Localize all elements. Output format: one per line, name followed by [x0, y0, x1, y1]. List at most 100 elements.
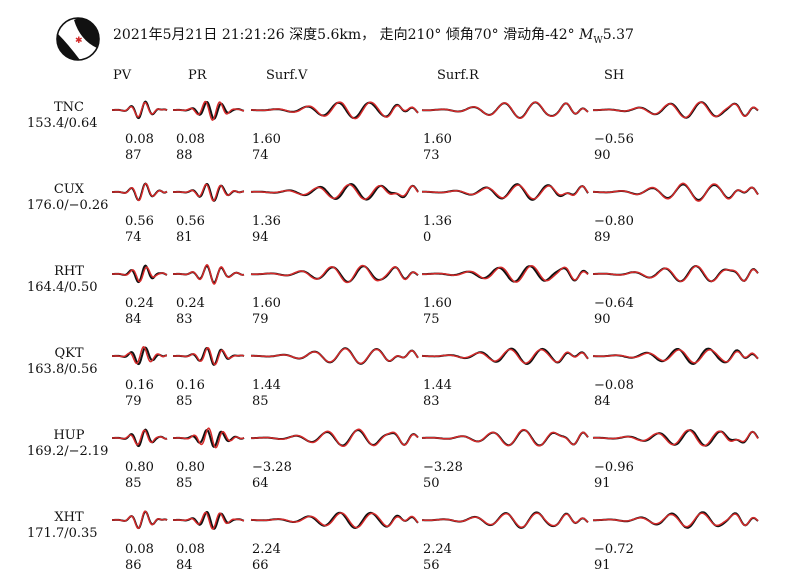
time-shift-value: −0.80	[594, 214, 634, 229]
time-shift-value: 0.24	[176, 296, 205, 311]
synthetic-waveform-trace	[251, 264, 419, 284]
time-shift-value: −3.28	[423, 460, 463, 475]
correlation-value: 86	[125, 558, 142, 573]
correlation-value: 0	[423, 230, 432, 245]
synthetic-waveform-trace	[173, 264, 245, 285]
correlation-value: 75	[423, 312, 440, 327]
correlation-value: 87	[125, 148, 142, 163]
synthetic-waveform-trace	[593, 265, 759, 283]
synthetic-waveform-trace	[593, 512, 759, 528]
time-shift-value: 0.16	[176, 378, 205, 393]
correlation-value: 85	[125, 476, 142, 491]
correlation-value: 89	[594, 230, 611, 245]
synthetic-waveform-trace	[593, 429, 759, 447]
event-time: 21:21:26	[221, 27, 285, 43]
column-header: Surf.R	[437, 68, 479, 83]
correlation-value: 74	[252, 148, 269, 163]
time-shift-value: −0.64	[594, 296, 634, 311]
time-shift-value: 0.56	[176, 214, 205, 229]
correlation-value: 90	[594, 312, 611, 327]
epicenter-star-icon: ✱	[75, 36, 83, 46]
time-shift-value: 1.36	[423, 214, 452, 229]
correlation-value: 84	[176, 558, 193, 573]
time-shift-value: 0.56	[125, 214, 154, 229]
correlation-value: 66	[252, 558, 269, 573]
time-shift-value: 0.08	[125, 132, 154, 147]
time-shift-value: 0.08	[176, 132, 205, 147]
station-azimuth-distance: 153.4/0.64	[27, 116, 98, 131]
correlation-value: 83	[176, 312, 193, 327]
magnitude-value: 5.37	[602, 27, 634, 43]
synthetic-waveform-trace	[173, 511, 245, 530]
time-shift-value: 0.80	[176, 460, 205, 475]
synthetic-waveform-trace	[112, 510, 168, 530]
correlation-value: 84	[594, 394, 611, 409]
station-name: CUX	[53, 182, 85, 197]
correlation-value: 73	[423, 148, 440, 163]
correlation-value: 85	[176, 476, 193, 491]
column-header: Surf.V	[266, 68, 308, 83]
event-title: 2021年5月21日 21:21:26 深度5.6km， 走向210° 倾角70…	[113, 24, 634, 46]
column-header: PR	[188, 68, 207, 83]
time-shift-value: 1.60	[423, 296, 452, 311]
correlation-value: 83	[423, 394, 440, 409]
time-shift-value: −0.56	[594, 132, 634, 147]
time-shift-value: 1.60	[252, 132, 281, 147]
event-dip: 倾角70°	[445, 27, 499, 43]
synthetic-waveform-trace	[250, 347, 419, 365]
magnitude-subscript: W	[593, 35, 603, 46]
correlation-value: 88	[176, 148, 193, 163]
synthetic-waveform-trace	[173, 183, 245, 202]
correlation-value: 85	[252, 394, 269, 409]
correlation-value: 91	[594, 558, 611, 573]
time-shift-value: 1.60	[252, 296, 281, 311]
column-header: SH	[604, 68, 625, 83]
time-shift-value: 0.80	[125, 460, 154, 475]
synthetic-waveform-trace	[173, 100, 245, 121]
time-shift-value: −0.72	[594, 542, 634, 557]
synthetic-waveform-trace	[250, 428, 419, 448]
correlation-value: 90	[594, 148, 611, 163]
synthetic-waveform-trace	[251, 183, 419, 200]
time-shift-value: −0.08	[594, 378, 634, 393]
correlation-value: 74	[125, 230, 142, 245]
time-shift-value: 0.16	[125, 378, 154, 393]
station-azimuth-distance: 164.4/0.50	[27, 280, 98, 295]
correlation-value: 50	[423, 476, 440, 491]
synthetic-waveform-trace	[592, 349, 759, 364]
synthetic-waveform-trace	[112, 429, 168, 446]
station-name: HUP	[53, 428, 85, 443]
correlation-value: 84	[125, 312, 142, 327]
time-shift-value: 0.24	[125, 296, 154, 311]
focal-mechanism-beachball-icon: ✱	[56, 17, 100, 61]
synthetic-waveform-trace	[593, 101, 759, 119]
time-shift-value: 1.60	[423, 132, 452, 147]
station-name: TNC	[54, 100, 84, 115]
synthetic-waveform-trace	[593, 182, 759, 202]
synthetic-waveform-trace	[250, 101, 419, 120]
station-azimuth-distance: 163.8/0.56	[27, 362, 98, 377]
synthetic-waveform-trace	[421, 184, 589, 200]
time-shift-value: 2.24	[252, 542, 281, 557]
correlation-value: 91	[594, 476, 611, 491]
synthetic-waveform-trace	[173, 427, 245, 449]
event-date: 2021年5月21日	[113, 27, 218, 43]
observed-waveform-trace	[593, 264, 759, 283]
station-name: RHT	[54, 264, 84, 279]
magnitude-symbol: M	[579, 27, 594, 43]
event-depth: 深度5.6km，	[289, 27, 376, 43]
station-azimuth-distance: 169.2/−2.19	[27, 444, 109, 459]
time-shift-value: 0.08	[176, 542, 205, 557]
correlation-value: 81	[176, 230, 193, 245]
synthetic-waveform-trace	[112, 182, 168, 202]
time-shift-value: 0.08	[125, 542, 154, 557]
correlation-value: 85	[176, 394, 193, 409]
synthetic-waveform-trace	[421, 428, 589, 447]
column-header: PV	[113, 68, 132, 83]
correlation-value: 79	[125, 394, 142, 409]
synthetic-waveform-trace	[421, 101, 589, 119]
time-shift-value: −0.96	[594, 460, 634, 475]
time-shift-value: 1.44	[423, 378, 452, 393]
correlation-value: 56	[423, 558, 440, 573]
